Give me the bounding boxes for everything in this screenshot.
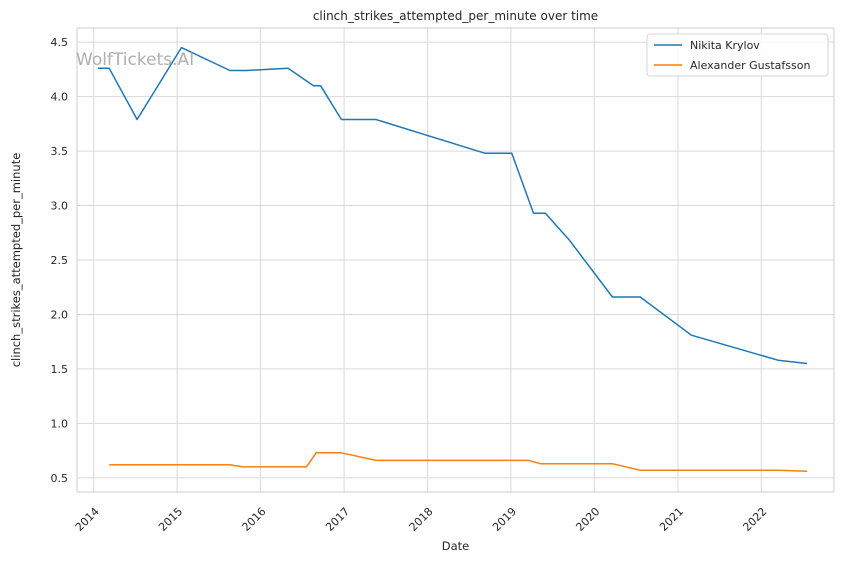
- x-tick-label: 2016: [240, 505, 269, 534]
- watermark: WolfTickets.AI: [76, 50, 194, 70]
- y-tick-label: 2.0: [51, 308, 69, 321]
- x-tick-label: 2018: [407, 505, 436, 534]
- series-layer: [98, 46, 808, 473]
- plot-frame: [76, 27, 835, 493]
- y-tick-label: 1.0: [51, 417, 69, 430]
- legend-label-alexander-gustafsson: Alexander Gustafsson: [690, 59, 810, 72]
- x-tick-label: 2021: [657, 505, 686, 534]
- y-tick-label: 4.0: [51, 91, 69, 104]
- x-tick-label: 2014: [73, 505, 102, 534]
- x-axis-title: Date: [442, 539, 470, 553]
- y-tick-label: 4.5: [51, 36, 69, 49]
- y-tick-label: 3.0: [51, 200, 69, 213]
- y-tick-label: 0.5: [51, 472, 69, 485]
- y-axis-title: clinch_strikes_attempted_per_minute: [9, 153, 23, 368]
- x-tick-label: 2017: [323, 505, 352, 534]
- x-axis-ticks: 2014 2015 2016 2017 2018 2019 2020 2021 2022: [73, 505, 770, 534]
- series-line-alexander-gustafsson: [109, 452, 808, 473]
- legend-label-nikita-krylov: Nikita Krylov: [690, 39, 760, 52]
- legend-box: [646, 33, 829, 77]
- y-tick-label: 3.5: [51, 145, 69, 158]
- y-tick-label: 2.5: [51, 254, 69, 267]
- x-tick-label: 2020: [573, 505, 602, 534]
- y-tick-label: 1.5: [51, 363, 69, 376]
- legend: Nikita Krylov Alexander Gustafsson: [646, 33, 829, 77]
- x-tick-label: 2019: [490, 505, 519, 534]
- x-tick-label: 2022: [740, 505, 769, 534]
- chart-title: clinch_strikes_attempted_per_minute over…: [313, 9, 598, 23]
- grid: [77, 28, 834, 492]
- series-line-nikita-krylov: [98, 46, 808, 365]
- y-axis-ticks: 0.5 1.0 1.5 2.0 2.5 3.0 3.5 4.0 4.5: [51, 36, 69, 485]
- x-tick-label: 2015: [156, 505, 185, 534]
